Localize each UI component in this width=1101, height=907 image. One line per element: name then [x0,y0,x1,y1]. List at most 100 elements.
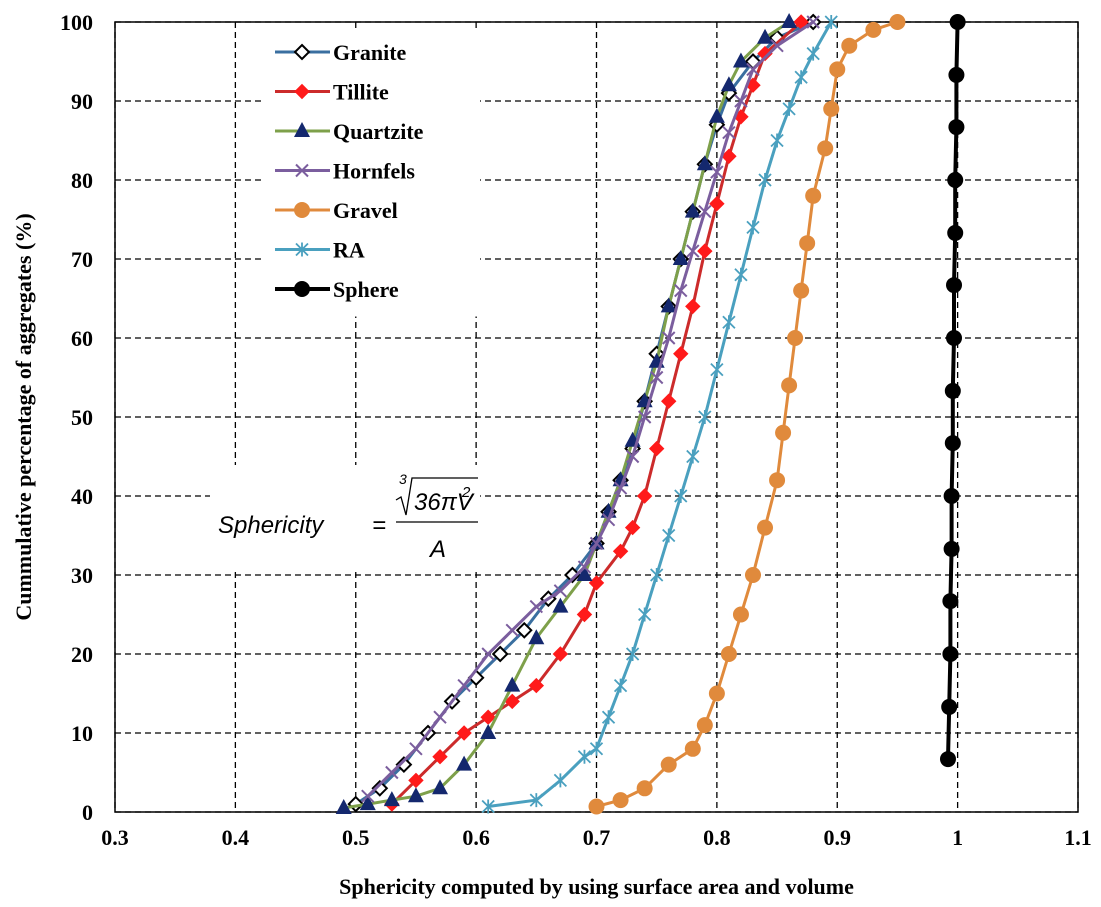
data-point-hornfels [625,449,640,464]
data-point-sphere [947,224,964,241]
legend-item-gravel: Gravel [269,193,469,227]
data-point-ra [770,133,784,148]
data-point-granite [371,779,389,797]
data-point-hornfels [529,599,544,614]
formula-background [210,465,480,570]
legend: Granite Tillite Quartzite Hornfels Gravel RA S… [269,35,469,306]
data-point-tillite [685,298,701,315]
y-axis-ticks: 0 10 20 30 40 50 60 70 80 90 100 [60,10,93,825]
data-point-hornfels [409,742,423,756]
data-point-hornfels [674,283,688,298]
data-point-quartzite [359,795,376,811]
data-point-quartzite [576,566,593,581]
formula-radicand: 36πV [414,489,475,516]
legend-swatch-marker [294,122,310,137]
data-point-hornfels [457,678,471,693]
data-point-quartzite [407,787,424,803]
data-point-ra [613,678,628,693]
data-point-ra [794,70,808,85]
data-point-hornfels [710,165,724,179]
y-tick-label: 100 [60,10,93,35]
data-point-tillite [552,646,569,662]
y-tick-label: 40 [71,484,93,509]
data-point-quartzite [708,107,725,123]
data-point-hornfels [770,38,784,53]
data-point-gravel [829,61,846,78]
data-point-ra [589,741,604,756]
data-point-granite [515,621,533,639]
data-point-tillite [432,748,448,765]
data-point-quartzite [480,724,497,739]
y-tick-label: 10 [71,721,93,746]
data-point-hornfels [806,15,820,29]
data-point-ra [481,799,495,814]
data-point-granite [395,756,413,774]
formula-radical-sign [395,477,478,516]
x-tick-label: 0.9 [824,825,852,850]
legend-label: Granite [333,40,407,65]
data-point-ra [662,528,676,543]
data-point-sphere [948,66,965,83]
data-point-ra [710,362,724,377]
formula-denominator: A [428,536,446,563]
data-point-gravel [660,756,677,773]
data-point-gravel [841,37,858,54]
data-point-quartzite [684,202,701,218]
formula-lhs: Sphericity [218,512,325,539]
data-point-hornfels [481,647,495,661]
legend-swatch-marker [295,163,309,178]
data-point-gravel [799,235,816,252]
data-point-hornfels [577,560,592,574]
data-point-sphere [941,698,958,715]
data-point-gravel [793,282,810,299]
series-ra [481,15,838,814]
data-point-sphere [943,540,960,557]
data-point-tillite [661,393,677,409]
data-point-sphere [942,593,959,610]
data-point-tillite [636,488,653,504]
legend-swatch-marker [294,202,310,218]
data-point-sphere [944,435,961,452]
data-point-hornfels [361,789,375,803]
x-tick-label: 0.7 [583,825,611,850]
x-axis-ticks: 0.3 0.4 0.5 0.6 0.7 0.8 0.9 1 1.1 [101,825,1092,850]
data-point-gravel [588,798,605,815]
data-point-ra [782,101,796,116]
data-point-quartzite [612,471,629,487]
legend-item-sphere: Sphere [269,272,469,306]
data-point-sphere [942,646,959,662]
data-point-ra [824,15,838,29]
data-point-ra [553,773,568,788]
legend-item-hornfels: Hornfels [269,153,469,188]
grid [114,21,1079,813]
data-point-hornfels [637,410,652,424]
y-axis-title: Cummulative percentage of aggregates (%) [11,213,36,620]
data-point-quartzite [720,76,737,92]
legend-swatch-marker [295,242,309,257]
data-point-ra [758,173,772,187]
data-point-gravel [720,646,737,662]
data-point-quartzite [672,250,689,265]
legend-item-quartzite: Quartzite [269,114,469,148]
y-tick-label: 80 [71,168,93,193]
data-point-sphere [949,14,966,30]
data-point-sphere [944,382,961,399]
data-point-quartzite [757,28,774,44]
data-point-gravel [732,606,749,623]
y-tick-label: 30 [71,563,93,588]
data-point-tillite [709,195,725,212]
data-point-gravel [823,100,840,117]
data-point-hornfels [385,765,399,780]
data-point-hornfels [589,536,604,551]
data-point-gravel [757,519,774,536]
legend-label: Quartzite [333,119,424,144]
data-point-ra [734,267,748,282]
data-point-gravel [787,330,804,346]
data-point-tillite [576,606,593,623]
x-tick-label: 0.6 [462,825,490,850]
data-point-quartzite [528,629,545,645]
data-point-tillite [456,725,472,741]
data-point-tillite [528,677,545,694]
formula-root-index: 3 [399,471,407,487]
series-line-quartzite [343,20,790,810]
